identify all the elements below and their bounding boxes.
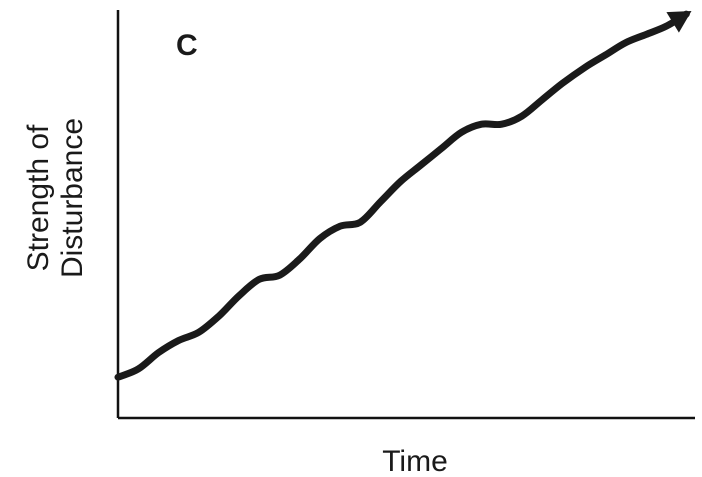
y-axis-title-line-2: Disturbance xyxy=(56,118,89,278)
y-axis-title-line-1: Strength of xyxy=(22,124,55,271)
y-axis-title: Strength of Disturbance xyxy=(22,118,89,278)
plot-area xyxy=(114,10,695,420)
x-axis-title: Time xyxy=(382,445,448,477)
panel-label: C xyxy=(176,29,198,62)
series-arrow-head xyxy=(666,11,692,33)
series-line xyxy=(114,10,690,381)
